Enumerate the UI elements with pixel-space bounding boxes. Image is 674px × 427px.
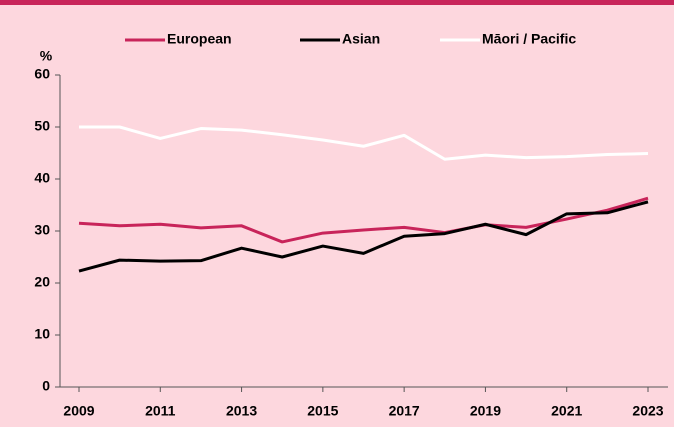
series-line	[79, 125, 649, 161]
legend-label: European	[167, 31, 232, 47]
y-tick-label: 60	[34, 66, 50, 82]
x-tick-label: 2019	[470, 403, 501, 419]
series-line	[78, 200, 649, 273]
x-tick-label: 2023	[632, 403, 663, 419]
x-tick-label: 2017	[389, 403, 420, 419]
x-tick-label: 2015	[307, 403, 338, 419]
y-tick-label: 40	[34, 170, 50, 186]
y-axis-label: %	[40, 48, 53, 64]
legend-label: Māori / Pacific	[482, 31, 576, 47]
y-tick-label: 10	[34, 326, 50, 342]
x-tick-label: 2021	[551, 403, 582, 419]
series-line	[78, 196, 649, 244]
x-tick-label: 2009	[63, 403, 94, 419]
x-tick-label: 2013	[226, 403, 257, 419]
y-tick-label: 20	[34, 274, 50, 290]
y-tick-label: 0	[42, 378, 50, 394]
y-tick-label: 50	[34, 118, 50, 134]
legend-label: Asian	[342, 31, 380, 47]
x-tick-label: 2011	[145, 403, 176, 419]
top-bar	[0, 0, 674, 5]
y-tick-label: 30	[34, 222, 50, 238]
